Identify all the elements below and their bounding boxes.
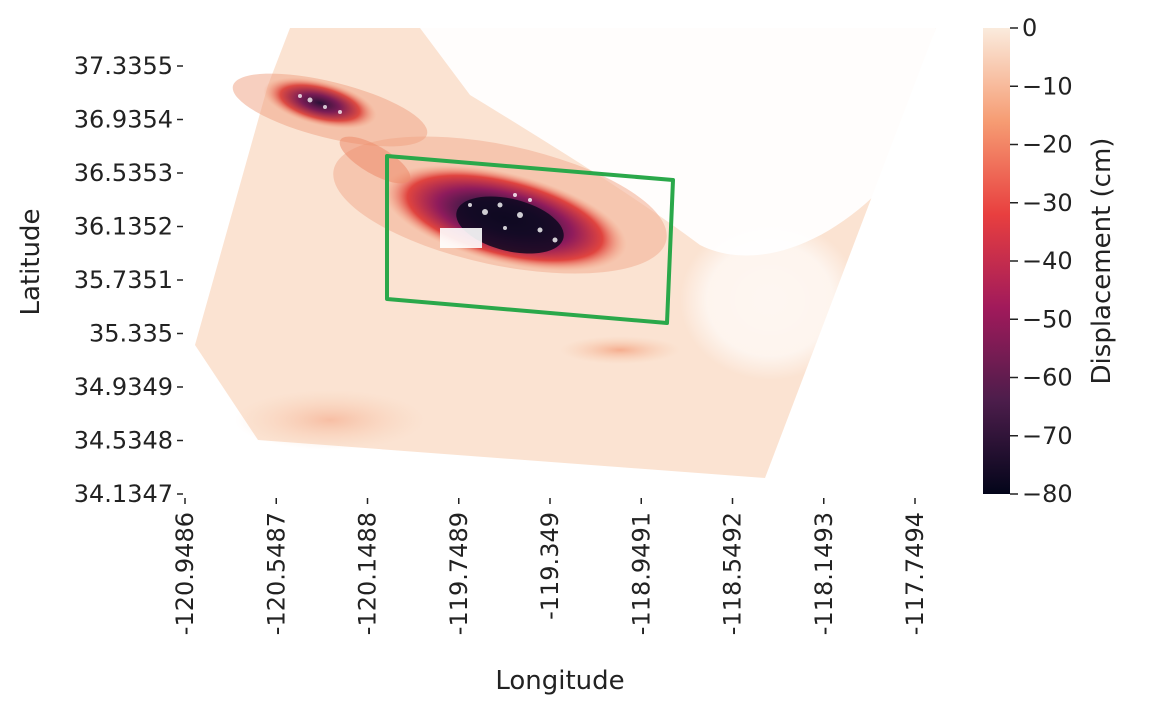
displacement-map [195,28,936,478]
y-tick-label: 36.9354 [74,106,173,134]
colorbar-tick-label: −10 [1022,72,1073,100]
y-tick-label: 36.1352 [74,213,173,241]
colorbar-tick-label: −70 [1022,422,1073,450]
x-tick-label: -119.7489 [445,512,473,635]
colorbar-tick-label: −50 [1022,305,1073,333]
no-data-patch [440,228,482,248]
x-axis: -120.9486 -120.5487 -120.1488 -119.7489 -119… [171,498,929,635]
no-data-region [420,28,936,256]
colorbar-tick-label: −60 [1022,364,1073,392]
x-tick-label: -120.9486 [171,512,199,635]
y-tick-label: 35.335 [89,320,173,348]
colorbar-tick-label: −80 [1022,480,1073,508]
y-axis: 37.3355 36.9354 36.5353 36.1352 35.7351 35.33… [74,52,183,508]
x-tick-label: -120.1488 [354,512,382,635]
y-tick-label: 37.3355 [74,52,173,80]
southern-zone [235,390,425,450]
colorbar-tick-label: −40 [1022,247,1073,275]
no-data-region-east [680,220,860,380]
colorbar-tick-label: −20 [1022,131,1073,159]
colorbar: 0 −10 −20 −30 −40 −50 −60 −70 −80 Displacement (… [983,14,1117,508]
x-tick-label: -118.1493 [810,512,838,635]
y-tick-label: 36.5353 [74,159,173,187]
annotation-box [385,154,675,325]
colorbar-tick-label: −30 [1022,189,1073,217]
x-tick-label: -118.9491 [627,512,655,635]
northwest-subsidence-zone [263,77,377,129]
x-tick-label: -120.5487 [262,512,290,635]
y-tick-label: 34.5348 [74,427,173,455]
colorbar-title: Displacement (cm) [1087,138,1117,385]
core-speckle [468,193,558,243]
corridor-zone [339,136,411,184]
southeast-zone [560,336,680,364]
colorbar-gradient [983,28,1010,494]
northwest-speckle [298,94,342,114]
x-tick-label: -118.5492 [719,512,747,635]
colorbar-ticks: 0 −10 −20 −30 −40 −50 −60 −70 −80 [1010,14,1073,508]
x-tick-label: -119.349 [536,512,564,620]
y-tick-label: 34.1347 [74,480,173,508]
y-axis-title: Latitude [16,208,46,315]
x-tick-label: -117.7494 [901,512,929,635]
x-axis-title: Longitude [495,666,624,696]
colorbar-tick-label: 0 [1022,14,1037,42]
y-tick-label: 34.9349 [74,373,173,401]
y-tick-label: 35.7351 [74,266,173,294]
